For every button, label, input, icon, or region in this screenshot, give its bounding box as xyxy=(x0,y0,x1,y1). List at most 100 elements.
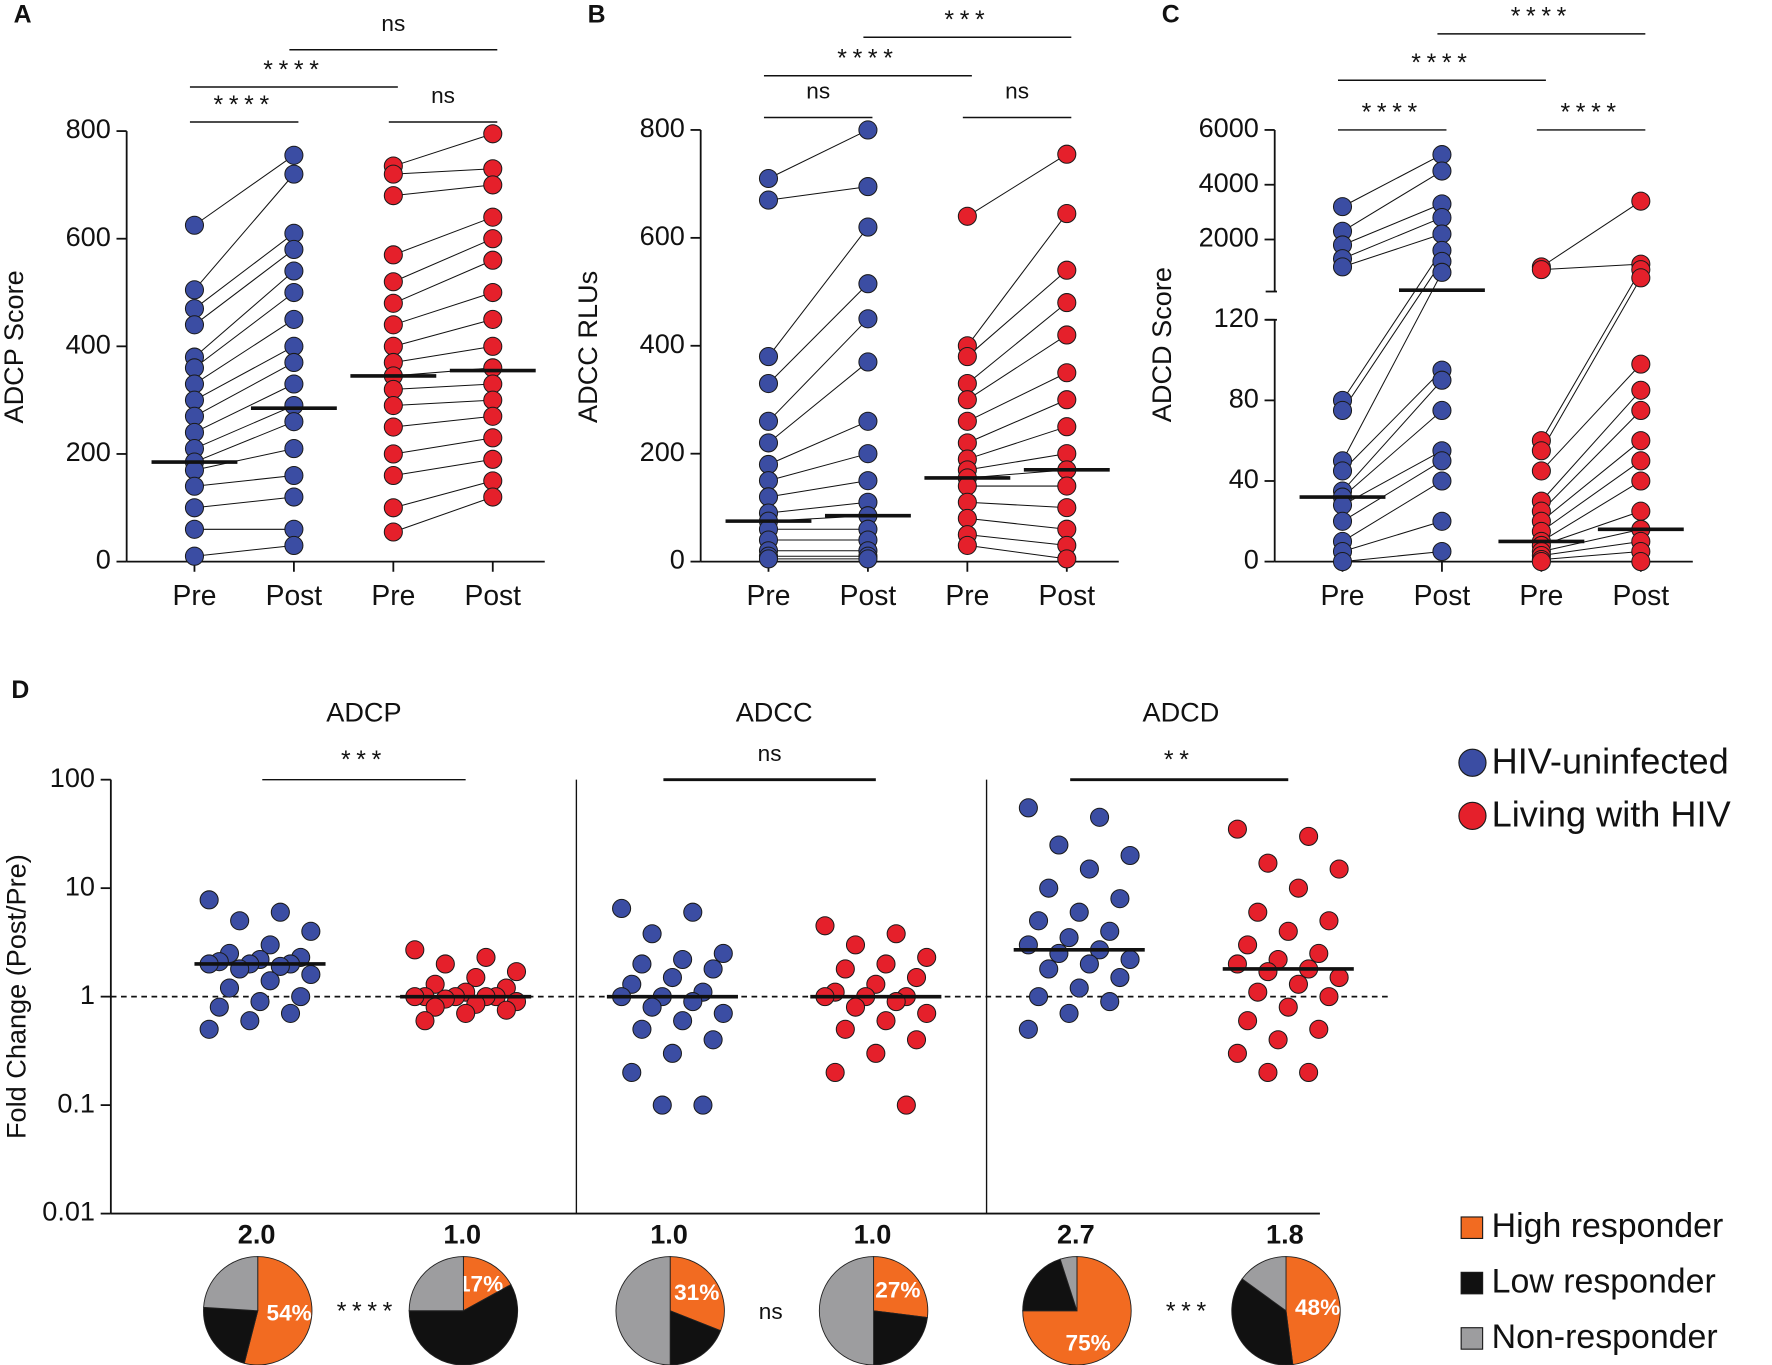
data-point xyxy=(957,373,977,394)
legend-marker xyxy=(1458,801,1487,830)
data-point xyxy=(1057,293,1077,313)
data-point xyxy=(957,492,977,512)
data-point xyxy=(383,186,403,206)
data-point xyxy=(1100,992,1120,1012)
median-label: 1.0 xyxy=(854,1218,892,1249)
legend-marker xyxy=(1460,1327,1484,1350)
data-point xyxy=(483,428,503,448)
data-point xyxy=(622,1062,642,1083)
data-point xyxy=(1110,967,1130,988)
data-point xyxy=(405,940,425,960)
pair-line xyxy=(393,480,493,509)
y-tick-label: 40 xyxy=(1229,463,1259,494)
data-point xyxy=(1631,431,1651,451)
pair-line xyxy=(194,362,295,417)
pair-line xyxy=(1342,233,1443,268)
pair-line xyxy=(393,259,493,304)
data-point xyxy=(1059,928,1079,948)
x-tick-label: Post xyxy=(465,579,522,611)
y-tick-label: 200 xyxy=(640,436,685,467)
pair-line xyxy=(768,186,868,201)
pair-line xyxy=(1342,261,1443,411)
data-point xyxy=(858,444,878,464)
panel-label: C xyxy=(1162,1,1180,28)
pair-line xyxy=(1540,277,1642,452)
data-point xyxy=(280,1003,301,1023)
y-tick-label: 0 xyxy=(670,544,685,575)
data-point xyxy=(1432,541,1452,562)
panel-label: D xyxy=(11,677,29,704)
significance-label: *** xyxy=(1166,1299,1212,1326)
data-point xyxy=(483,358,503,378)
data-point xyxy=(415,1011,435,1031)
data-point xyxy=(260,971,280,991)
data-point xyxy=(858,549,878,569)
data-point xyxy=(284,352,304,373)
data-point xyxy=(957,347,977,367)
data-point xyxy=(284,487,304,507)
data-point xyxy=(1238,1011,1258,1031)
pair-line xyxy=(768,453,869,482)
pair-line xyxy=(1342,379,1443,492)
y-tick-label: 1 xyxy=(80,979,95,1010)
legend-label: Low responder xyxy=(1492,1263,1716,1301)
pair-line xyxy=(966,213,1068,347)
data-point xyxy=(1332,511,1353,531)
pair-line xyxy=(1541,480,1642,542)
data-point xyxy=(184,406,205,426)
data-point xyxy=(1018,798,1038,818)
data-point xyxy=(845,997,866,1017)
y-tick-label: 400 xyxy=(640,328,685,359)
data-point xyxy=(483,229,503,249)
data-point xyxy=(260,935,280,955)
pie-slice xyxy=(243,1256,313,1365)
pair-line xyxy=(393,345,493,363)
significance-label: **** xyxy=(337,1299,398,1326)
data-point xyxy=(284,519,304,539)
data-point xyxy=(1090,807,1110,827)
significance-label: **** xyxy=(1411,50,1472,77)
data-point xyxy=(1432,161,1452,181)
data-point xyxy=(906,1030,927,1050)
significance-label: ns xyxy=(381,11,405,36)
data-point xyxy=(1028,987,1049,1007)
pair-line xyxy=(1342,170,1443,232)
pair-line xyxy=(194,544,294,557)
data-point xyxy=(383,417,403,437)
data-point xyxy=(758,190,779,210)
median-label: 1.0 xyxy=(443,1218,481,1249)
pair-line xyxy=(393,318,493,347)
data-point xyxy=(1531,552,1551,572)
data-point xyxy=(184,358,205,378)
significance-label: ns xyxy=(758,741,782,766)
pair-line xyxy=(967,453,1067,471)
pie-label: 27% xyxy=(875,1277,920,1302)
data-point xyxy=(1057,363,1077,383)
pair-line xyxy=(967,399,1067,444)
pie-slice xyxy=(818,1256,875,1365)
data-point xyxy=(1309,943,1329,964)
data-point xyxy=(1057,325,1077,345)
data-point xyxy=(858,217,878,237)
x-tick-label: Pre xyxy=(1321,579,1365,611)
data-point xyxy=(184,422,205,442)
data-point xyxy=(284,261,304,281)
data-point xyxy=(483,336,503,356)
data-point xyxy=(301,921,321,941)
data-point xyxy=(693,1095,713,1115)
significance-label: **** xyxy=(1511,4,1572,31)
data-point xyxy=(483,487,503,507)
data-point xyxy=(1332,552,1353,572)
data-point xyxy=(1039,959,1059,979)
pair-line xyxy=(1541,389,1642,502)
data-point xyxy=(1531,260,1551,280)
data-point xyxy=(622,974,642,994)
data-point xyxy=(184,519,205,539)
x-tick-label: Post xyxy=(1414,579,1471,611)
data-point xyxy=(662,1043,682,1063)
data-point xyxy=(825,1062,845,1083)
pair-line xyxy=(194,421,295,463)
pie-slice xyxy=(1022,1258,1078,1312)
data-point xyxy=(301,964,321,985)
data-point xyxy=(845,935,866,955)
